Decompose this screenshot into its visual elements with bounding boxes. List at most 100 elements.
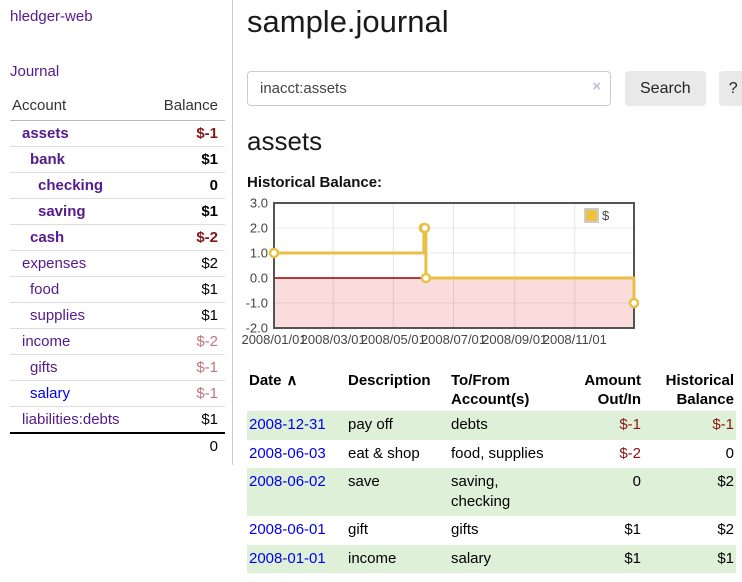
main-content: sample.journal × Search ? assets Histori… [233, 0, 742, 573]
transaction-balance: $2 [717, 521, 734, 539]
transaction-date-link[interactable]: 2008-06-02 [249, 472, 326, 490]
transaction-date-link[interactable]: 2008-12-31 [249, 416, 326, 434]
transaction-row: 2008-06-03 eat & shop food, supplies $-2 0 [247, 440, 736, 468]
transaction-date-link[interactable]: 2008-01-01 [249, 549, 326, 567]
account-row: food $1 [10, 276, 225, 303]
sidebar-account-link[interactable]: supplies [30, 307, 86, 324]
account-row: assets $-1 [10, 121, 225, 147]
svg-text:-1.0: -1.0 [246, 296, 268, 311]
column-header-description: Description [348, 372, 431, 389]
svg-text:-2.0: -2.0 [246, 321, 268, 336]
transaction-amount: $1 [624, 521, 641, 539]
transaction-amount: 0 [632, 472, 641, 490]
transaction-row: 2008-06-02 save saving, checking 0 $2 [247, 467, 736, 517]
accounts-table: Account Balance assets $-1 bank $1 checking 0… [10, 94, 225, 459]
svg-text:2.0: 2.0 [250, 221, 268, 236]
plot-border [273, 202, 635, 329]
svg-text:2008/03/01: 2008/03/01 [301, 332, 366, 347]
svg-text:2008/07/01: 2008/07/01 [421, 332, 486, 347]
svg-text:2008/01/01: 2008/01/01 [241, 332, 306, 347]
balance-column-header: Balance [146, 94, 225, 121]
account-row: income $-2 [10, 328, 225, 355]
account-balance: $-1 [146, 380, 225, 407]
account-column-header: Account [10, 94, 147, 121]
account-row: cash $-2 [10, 224, 225, 251]
account-balance: $1 [146, 302, 225, 329]
page-title: sample.journal [247, 4, 449, 39]
help-button[interactable]: ? [718, 71, 742, 106]
transaction-description: income [348, 549, 397, 567]
sidebar-account-link[interactable]: expenses [22, 255, 87, 272]
transaction-accounts: saving, checking [451, 472, 511, 511]
transaction-description: eat & shop [348, 444, 420, 462]
chart-heading: Historical Balance: [247, 174, 383, 191]
column-header-date[interactable]: Date ∧ [249, 372, 298, 389]
accounts-tbody: assets $-1 bank $1 checking 0 saving $1 cash $-2 e… [10, 121, 225, 433]
account-balance: $-2 [146, 328, 225, 355]
transaction-description: save [348, 472, 380, 490]
transaction-row: 2008-06-01 gift gifts $1 $2 [247, 516, 736, 544]
sort-ascending-icon: ∧ [286, 372, 298, 389]
transaction-description: pay off [348, 416, 393, 434]
transaction-accounts: salary [451, 549, 492, 567]
search-box: × [247, 71, 611, 106]
sidebar-account-link[interactable]: bank [30, 151, 66, 168]
negative-region [274, 278, 634, 328]
sidebar-account-link[interactable]: liabilities:debts [22, 411, 120, 428]
account-balance: $1 [146, 198, 225, 225]
accounts-total-row: 0 [10, 432, 225, 459]
transaction-amount: $-1 [619, 416, 641, 434]
svg-text:3.0: 3.0 [250, 196, 268, 211]
transaction-accounts: debts [451, 416, 488, 434]
account-row: liabilities:debts $1 [10, 406, 225, 433]
account-balance: $2 [146, 250, 225, 277]
account-balance: $1 [146, 276, 225, 303]
transaction-row: 2008-12-31 pay off debts $-1 $-1 [247, 411, 736, 440]
column-header-amount: Amount Out/In [584, 372, 641, 409]
sidebar-account-link[interactable]: gifts [30, 359, 58, 376]
app-title-link[interactable]: hledger-web [10, 8, 93, 25]
sidebar-account-link[interactable]: checking [38, 177, 104, 194]
account-balance: $1 [146, 406, 225, 433]
data-point-marker [268, 247, 280, 259]
sidebar-account-link[interactable]: income [22, 333, 71, 350]
account-row: supplies $1 [10, 302, 225, 329]
sidebar-item-journal[interactable]: Journal [10, 63, 60, 80]
clear-search-icon[interactable]: × [592, 78, 601, 95]
account-balance: $-1 [146, 354, 225, 381]
transaction-row: 2008-01-01 income salary $1 $1 [247, 544, 736, 573]
svg-text:2008/09/01: 2008/09/01 [482, 332, 547, 347]
account-balance: $-1 [196, 125, 218, 142]
search-input[interactable] [247, 71, 611, 106]
transaction-balance: $1 [717, 549, 734, 567]
transaction-date-link[interactable]: 2008-06-01 [249, 521, 326, 539]
data-point-marker [419, 222, 431, 234]
account-row: bank $1 [10, 146, 225, 173]
transaction-date-link[interactable]: 2008-06-03 [249, 444, 326, 462]
account-heading: assets [247, 126, 323, 156]
sidebar-account-link[interactable]: cash [30, 229, 65, 246]
search-button[interactable]: Search [625, 71, 706, 106]
svg-text:1.0: 1.0 [250, 246, 268, 261]
transactions-tbody: 2008-12-31 pay off debts $-1 $-1 2008-06-03 ea… [247, 411, 736, 573]
sidebar-account-link[interactable]: food [30, 281, 60, 298]
transaction-accounts: gifts [451, 521, 479, 539]
account-row: gifts $-1 [10, 354, 225, 381]
sidebar-account-link[interactable]: saving [38, 203, 86, 220]
legend-swatch [584, 208, 599, 223]
search-bar: × Search ? [247, 71, 742, 106]
historical-balance-chart: 3.0 2.0 1.0 0.0 -1.0 -2.0 2008/01/01 2008/03/01… [241, 196, 742, 355]
accounts-total-value: 0 [146, 432, 225, 459]
transaction-balance: $2 [717, 472, 734, 490]
data-point-marker [420, 272, 432, 284]
account-balance: 0 [146, 172, 225, 199]
column-header-historical: Historical Balance [665, 372, 734, 409]
svg-text:2008/11/01: 2008/11/01 [543, 332, 607, 347]
sidebar-account-link[interactable]: salary [30, 385, 71, 402]
sidebar: hledger-web Journal Account Balance asse… [0, 0, 233, 465]
sidebar-account-link[interactable]: assets [22, 125, 69, 142]
svg-text:2008/05/01: 2008/05/01 [361, 332, 426, 347]
transactions-header-row: Date ∧ Description To/From Account(s) Amount O… [247, 369, 736, 411]
transaction-description: gift [348, 521, 369, 539]
